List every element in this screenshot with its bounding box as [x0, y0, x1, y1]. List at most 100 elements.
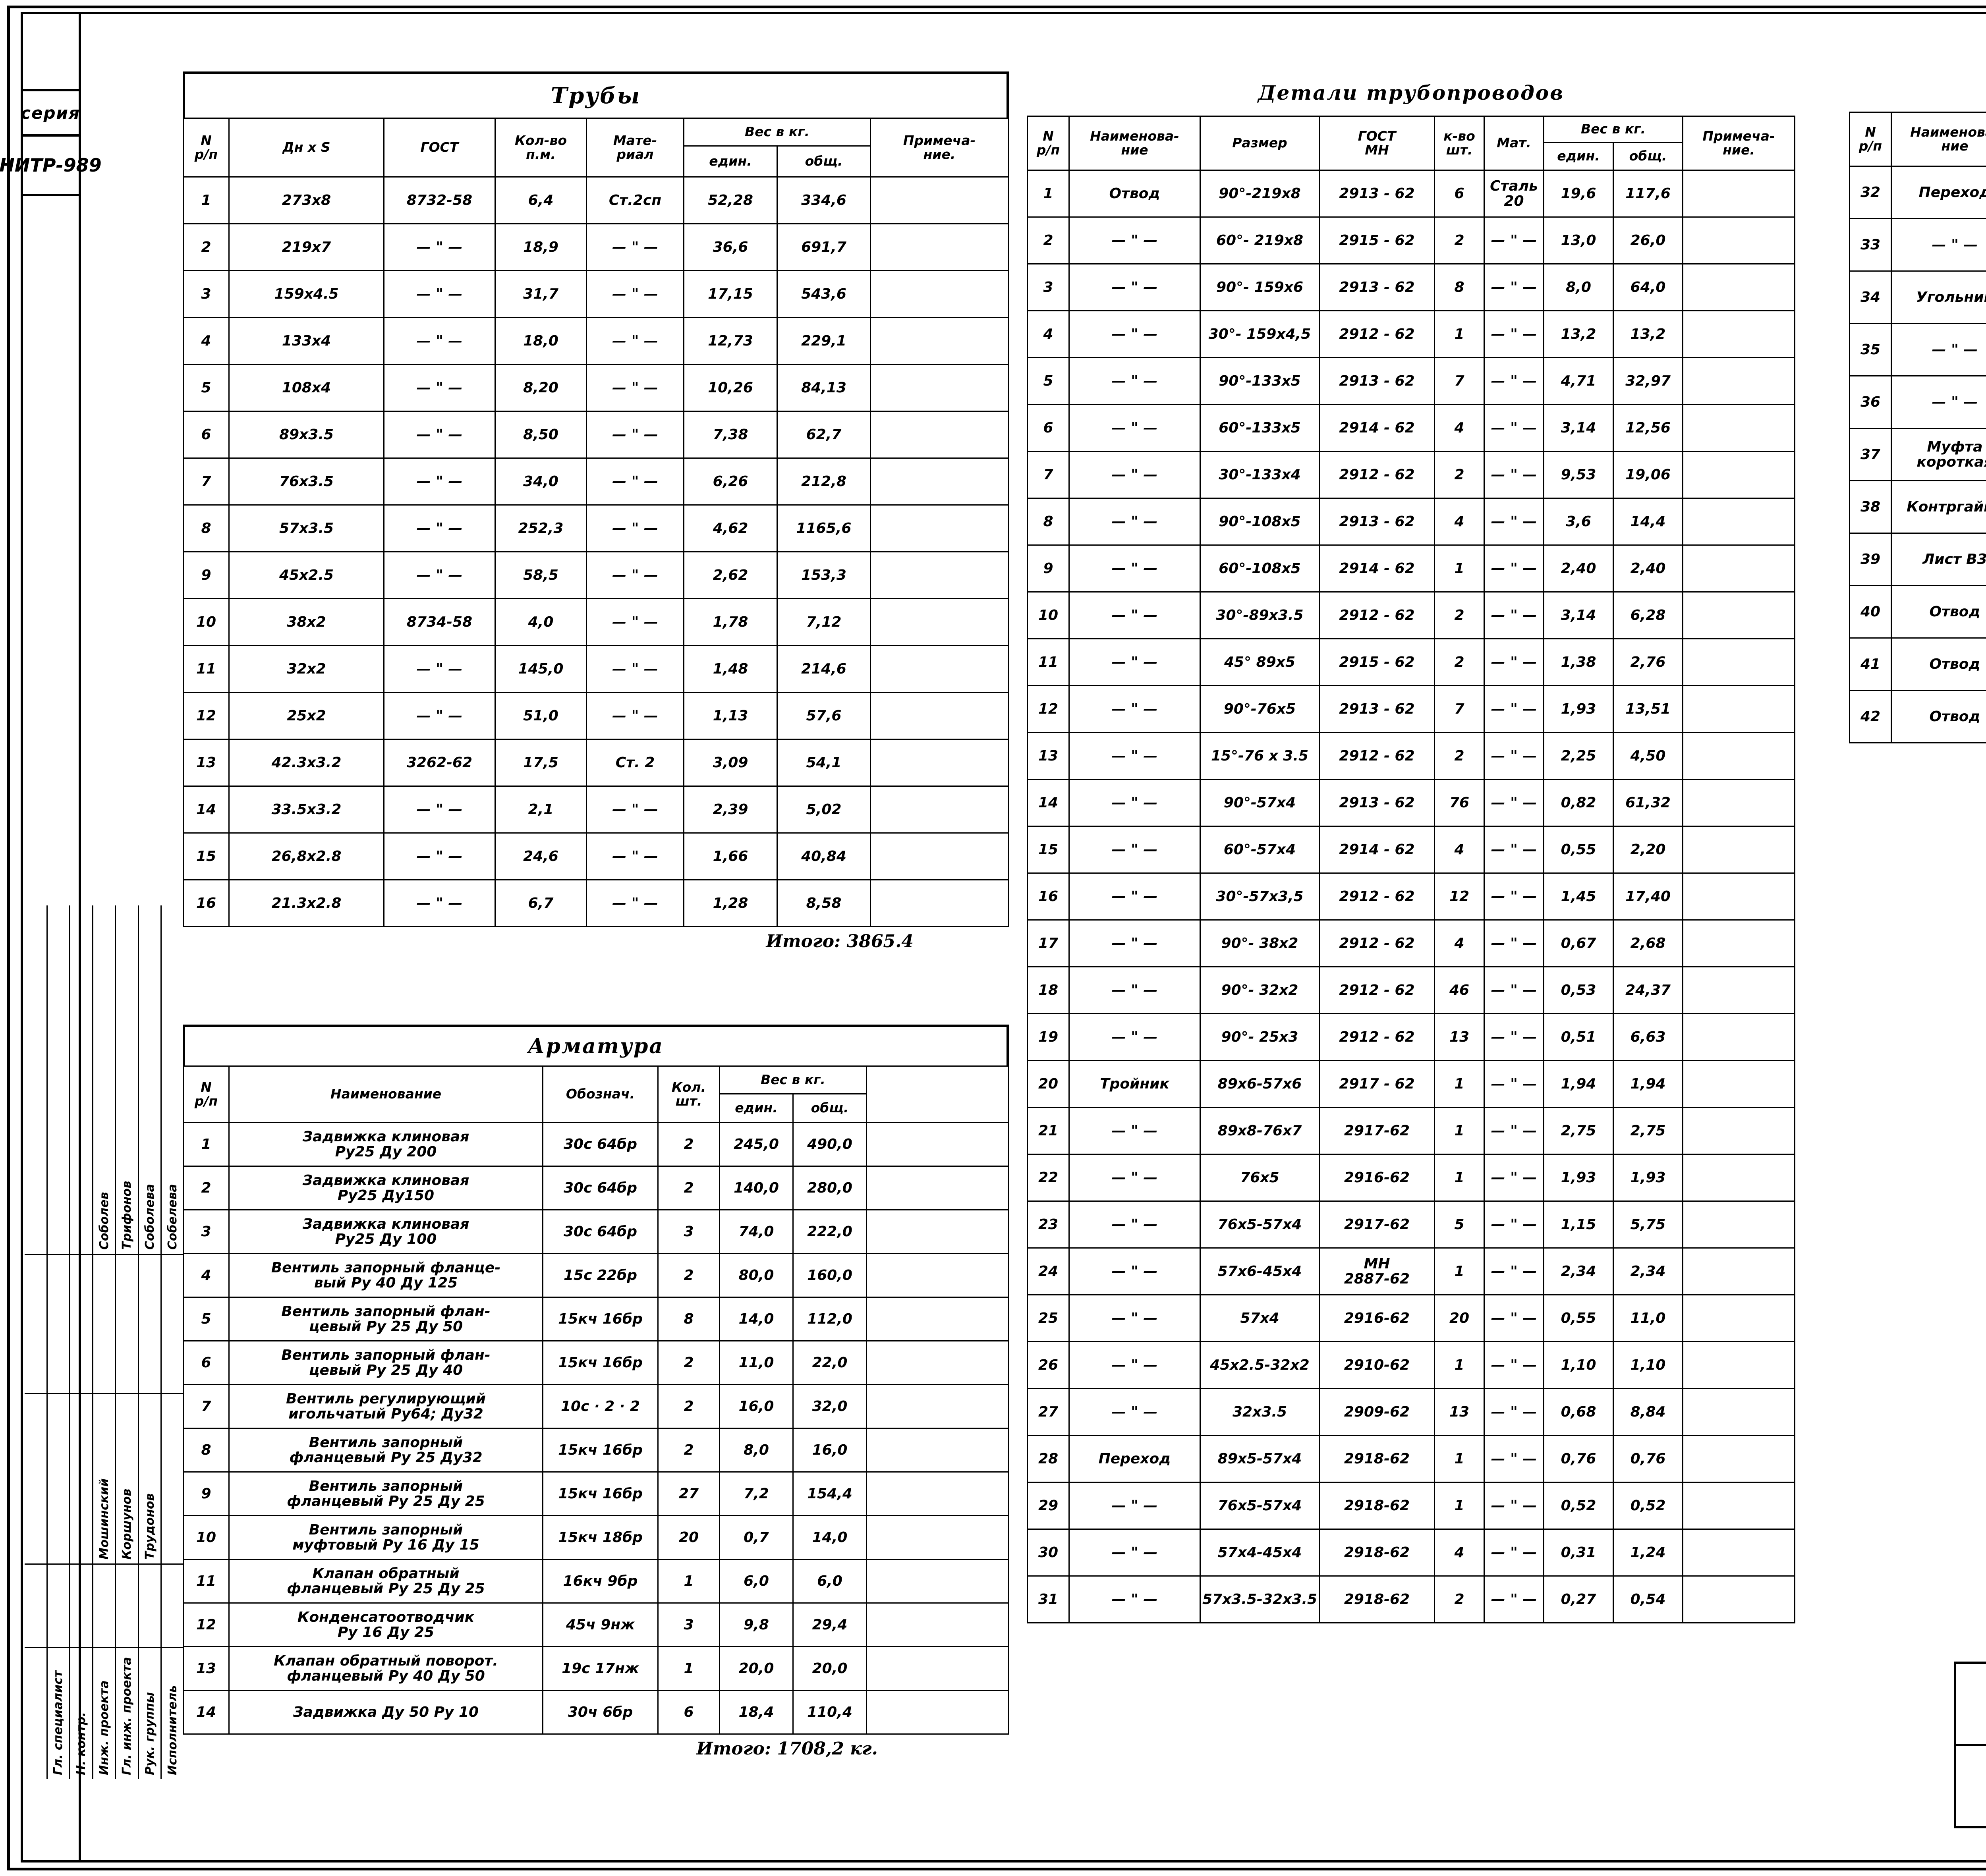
pipes-cell-qty: 18,0 — [495, 317, 587, 365]
parts-cell-note — [1682, 1575, 1795, 1623]
table-row: 7 Вентиль регулирующий игольчатый Ру64; Д… — [183, 1384, 1009, 1429]
parts-cell-weight-total: 61,32 — [1612, 779, 1684, 827]
parts-cell-name: — " — — [1068, 404, 1201, 452]
parts-cell-weight-unit: 9,53 — [1543, 451, 1614, 499]
pipes-cell-note — [870, 645, 1009, 693]
table-row: 14— " —90°-57x4 2913 - 62 76— " —0,82 61,32 — [1027, 779, 1795, 827]
parts-cell-material: — " — — [1484, 779, 1544, 827]
table-row: 27— " —32x3.5 2909-62 13— " —0,68 8,84 — [1027, 1388, 1795, 1436]
parts-cell-weight-total: 8,84 — [1612, 1388, 1684, 1436]
parts-cell-qty: 2 — [1434, 451, 1485, 499]
pipes-table: N p/п Дн x S ГОСТ Кол-во п.м. Мате- риал… — [183, 118, 1009, 927]
parts-cell-note — [1682, 1529, 1795, 1577]
signature-cell — [47, 905, 70, 1255]
fittings-cell-qty: 2 — [657, 1122, 720, 1167]
pipes-th-weight-total: общ. — [776, 145, 871, 178]
parts-cell-weight-unit: 1,94 — [1543, 1060, 1614, 1108]
parts-cell-gost: 2918-62 — [1319, 1435, 1435, 1483]
pipes-cell-size: 219x7 — [228, 223, 384, 271]
pipes-cell-note — [870, 223, 1009, 271]
fittings-cell-weight-total: 22,0 — [792, 1340, 867, 1385]
table-row: 29— " —76x5-57x4 2918-62 1— " —0,52 0,52 — [1027, 1482, 1795, 1530]
parts-cell-size: 15°-76 x 3.5 — [1200, 732, 1320, 780]
parts-cell-material: — " — — [1484, 638, 1544, 686]
fittings-cell-note — [866, 1340, 1009, 1385]
parts-cell-name: — " — — [1068, 966, 1201, 1014]
pipes-cell-note — [870, 551, 1009, 599]
table-row: 9— " —60°-108x5 2914 - 62 1— " —2,40 2,40 — [1027, 544, 1795, 593]
parts-cell-name: — " — — [1068, 1341, 1201, 1389]
pipes-cell-weight-total: 8,58 — [776, 879, 871, 927]
pipes-cell-qty: 252,3 — [495, 504, 587, 552]
parts-cell-material: — " — — [1484, 357, 1544, 405]
table-row: 12 Конденсатоотводчик Ру 16 Ду 25 45ч 9нж 3… — [183, 1602, 1009, 1647]
organisation-box: Госстрой СССР Союзмашстройпроект Проектн… — [1956, 1664, 1986, 1744]
parts-cell-qty: 5 — [1434, 1200, 1485, 1249]
parts-cell-qty: 2 — [1434, 638, 1485, 686]
pipes-cell-note — [870, 317, 1009, 365]
pipes-cell-gost: — " — — [383, 832, 496, 880]
pipes-cell-num: 12 — [183, 692, 230, 740]
pipes-cell-num: 14 — [183, 786, 230, 834]
pipes-cell-material: Ст.2сп — [586, 176, 684, 224]
pipes-cell-num: 6 — [183, 411, 230, 459]
fittings-cell-qty: 1 — [657, 1559, 720, 1604]
signature-row: Инж. проекта Мошинский Соболев — [92, 905, 115, 1779]
pipes-cell-gost: — " — — [383, 364, 496, 412]
fittings-cell-weight-total: 29,4 — [792, 1602, 867, 1647]
parts-cell-num: 3 — [1027, 263, 1070, 311]
parts-cell-gost: 2918-62 — [1319, 1482, 1435, 1530]
parts-cell-num: 17 — [1027, 919, 1070, 967]
signature-cell: Исполнитель — [166, 1685, 180, 1775]
pipes-th-weight-group: Вес в кг. — [683, 118, 871, 147]
parts-cell-note — [1682, 779, 1795, 827]
parts-cell-size: 45° 89x5 — [1200, 638, 1320, 686]
parts-th-weight-group: Вес в кг. — [1543, 116, 1684, 143]
pipes-cell-weight-total: 334,6 — [776, 176, 871, 224]
parts-cell-material: — " — — [1484, 216, 1544, 264]
parts-cell-weight-total: 13,2 — [1612, 310, 1684, 358]
signature-cell — [162, 1565, 184, 1648]
table-row: 18— " —90°- 32x2 2912 - 62 46— " —0,53 24,3… — [1027, 966, 1795, 1014]
parts-cont-table-wrap: Детали трубопроводов (продолжение) N p/п… — [1849, 71, 1986, 768]
table-row: 13 42.3x3.2 3262-62 17,5 Ст. 2 3,09 54,1 — [183, 739, 1009, 787]
pipes-cell-qty: 4,0 — [495, 598, 587, 646]
fittings-cell-num: 8 — [183, 1428, 230, 1473]
fittings-table-wrap: Арматура N p/п Наименование Обознач. Кол… — [183, 1025, 1009, 1759]
fittings-cell-weight-unit: 74,0 — [719, 1209, 794, 1254]
fittings-cell-note — [866, 1166, 1009, 1210]
fittings-cell-name: Вентиль запорный флан- цевый Ру 25 Ду 40 — [228, 1340, 543, 1385]
fittings-cell-weight-unit: 80,0 — [719, 1253, 794, 1298]
fittings-cell-weight-total: 490,0 — [792, 1122, 867, 1167]
parts-cell-gost: 2913 - 62 — [1319, 779, 1435, 827]
fittings-cell-qty: 20 — [657, 1515, 720, 1560]
fittings-cell-qty: 3 — [657, 1602, 720, 1647]
fittings-cell-designation: 15кч 16бр — [542, 1297, 659, 1341]
parts-cont-cell-num: 33 — [1849, 218, 1892, 272]
parts-cell-weight-total: 2,68 — [1612, 919, 1684, 967]
parts-cell-size: 90°-133x5 — [1200, 357, 1320, 405]
fittings-cell-name: Вентиль запорный фланцевый Ру 25 Ду32 — [228, 1428, 543, 1473]
fittings-cell-qty: 8 — [657, 1297, 720, 1341]
parts-cell-name: Тройник — [1068, 1060, 1201, 1108]
parts-cell-size: 90°-219x8 — [1200, 170, 1320, 218]
parts-cell-note — [1682, 1013, 1795, 1061]
pipes-cell-size: 108x4 — [228, 364, 384, 412]
parts-table-wrap: Детали трубопроводов N p/п Наимено­ва- н… — [1027, 71, 1795, 1623]
fittings-cell-designation: 16кч 9бр — [542, 1559, 659, 1604]
signature-cell: Коршунов — [116, 1394, 138, 1565]
parts-cell-gost: 2916-62 — [1319, 1294, 1435, 1342]
parts-cell-weight-total: 14,4 — [1612, 498, 1684, 546]
parts-cell-note — [1682, 1060, 1795, 1108]
pipes-total: Итого: 3865.4 — [766, 931, 914, 952]
parts-cell-num: 21 — [1027, 1107, 1070, 1155]
parts-cell-material: — " — — [1484, 1154, 1544, 1202]
signature-cell — [139, 1255, 161, 1394]
parts-cell-material: — " — — [1484, 685, 1544, 733]
pipes-cell-qty: 24,6 — [495, 832, 587, 880]
parts-cell-gost: 2912 - 62 — [1319, 872, 1435, 921]
pipes-th-material: Мате- риал — [586, 118, 684, 178]
parts-cell-num: 9 — [1027, 544, 1070, 593]
